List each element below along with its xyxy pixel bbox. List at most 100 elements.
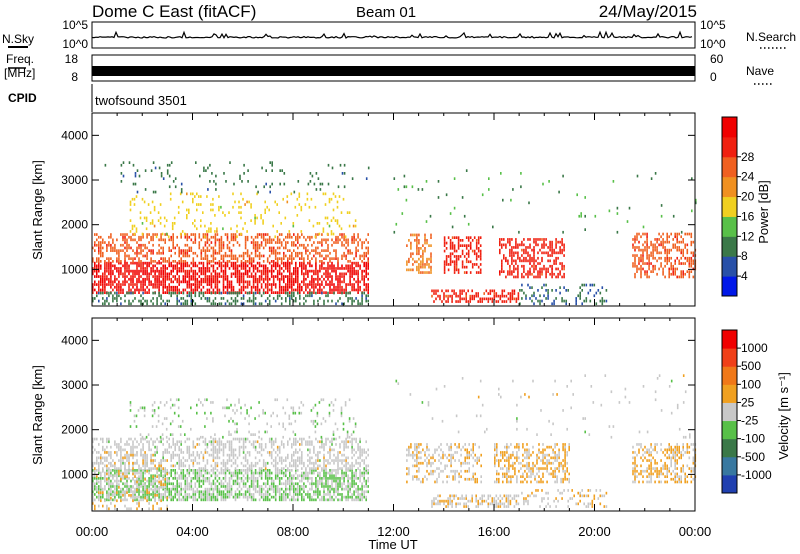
power-cell	[636, 270, 638, 273]
power-cell	[196, 254, 199, 258]
power-cell	[96, 294, 98, 298]
power-cell	[515, 243, 517, 247]
power-cell	[523, 264, 525, 268]
power-cell	[118, 257, 120, 260]
velocity-cell	[321, 485, 323, 488]
velocity-cell	[361, 495, 363, 499]
velocity-cell	[335, 469, 337, 472]
power-cell	[616, 212, 619, 215]
power-cell	[315, 246, 317, 250]
velocity-cell	[100, 479, 102, 483]
power-cell	[215, 174, 217, 178]
velocity-cell	[166, 498, 168, 502]
velocity-cell	[216, 474, 219, 478]
power-cell	[144, 299, 146, 303]
power-cell	[311, 264, 313, 268]
power-cell	[174, 260, 176, 263]
velocity-cell	[303, 477, 305, 480]
velocity-cell	[104, 487, 106, 491]
velocity-cell	[254, 498, 257, 502]
velocity-cell	[158, 493, 160, 496]
power-cell	[112, 238, 114, 242]
power-cell	[206, 264, 209, 268]
power-cell	[234, 272, 237, 276]
power-cell	[668, 272, 670, 276]
power-cell	[222, 241, 225, 244]
power-cell	[254, 243, 257, 247]
velocity-cell	[110, 479, 112, 483]
power-cell	[222, 297, 225, 300]
power-cell	[501, 243, 503, 247]
velocity-cell	[353, 498, 355, 502]
power-cell	[276, 275, 279, 278]
power-cell	[112, 280, 114, 284]
power-cell	[166, 275, 168, 278]
power-cell	[140, 267, 142, 270]
power-cell	[605, 299, 608, 303]
power-cell	[194, 277, 197, 281]
velocity-cell	[164, 467, 166, 470]
power-cell	[670, 248, 672, 252]
power-cell	[278, 257, 281, 260]
velocity-cell	[100, 471, 102, 475]
power-cell	[658, 256, 660, 260]
velocity-cell	[182, 464, 185, 468]
power-cell	[684, 243, 686, 247]
power-cell	[192, 272, 195, 276]
power-cell	[234, 200, 236, 204]
power-cell	[146, 302, 148, 306]
velocity-cell	[327, 482, 329, 486]
velocity-cell	[266, 479, 269, 483]
power-cell	[212, 264, 215, 268]
power-cell	[329, 260, 331, 263]
velocity-cell	[347, 498, 349, 502]
power-cell	[204, 272, 207, 276]
power-cell	[104, 264, 106, 268]
velocity-cell	[297, 487, 299, 491]
power-colorbar-segment	[722, 117, 737, 138]
freq-unit-label: [MHz]	[4, 66, 35, 80]
velocity-cell	[210, 469, 213, 472]
velocity-cell	[264, 485, 267, 488]
velocity-cell	[118, 459, 120, 462]
power-cell	[451, 289, 453, 293]
power-cell	[517, 297, 520, 301]
power-cell	[363, 269, 365, 273]
power-cell	[134, 172, 137, 175]
velocity-cell	[285, 474, 287, 478]
power-cell	[676, 275, 678, 279]
velocity-cell	[331, 487, 333, 491]
power-cell	[640, 248, 642, 252]
power-cell	[106, 249, 108, 252]
velocity-cell	[120, 467, 122, 470]
velocity-cell	[200, 474, 203, 478]
power-cell	[128, 254, 130, 258]
power-cell	[180, 261, 182, 265]
power-cell	[224, 261, 227, 265]
power-cell	[246, 272, 249, 276]
power-cell	[152, 235, 154, 239]
power-cell	[410, 241, 412, 245]
power-cell	[660, 262, 662, 265]
power-cell	[132, 269, 134, 273]
power-cell	[345, 238, 347, 242]
power-cell	[291, 260, 293, 263]
velocity-cell	[144, 487, 146, 491]
power-cell	[692, 254, 695, 257]
power-cell	[220, 269, 223, 273]
power-cell	[254, 235, 257, 239]
velocity-cell	[158, 477, 160, 480]
power-cell	[475, 257, 478, 261]
power-cell	[160, 174, 163, 178]
power-cell	[315, 260, 317, 263]
velocity-cell	[234, 495, 237, 499]
power-cell	[94, 243, 96, 247]
power-cell	[141, 232, 144, 236]
velocity-cell	[327, 485, 329, 488]
power-cell	[278, 233, 281, 236]
power-cell	[531, 256, 533, 260]
power-cell	[106, 297, 108, 300]
velocity-cell	[166, 448, 168, 452]
velocity-cell	[168, 477, 170, 480]
velocity-cell	[136, 485, 138, 488]
